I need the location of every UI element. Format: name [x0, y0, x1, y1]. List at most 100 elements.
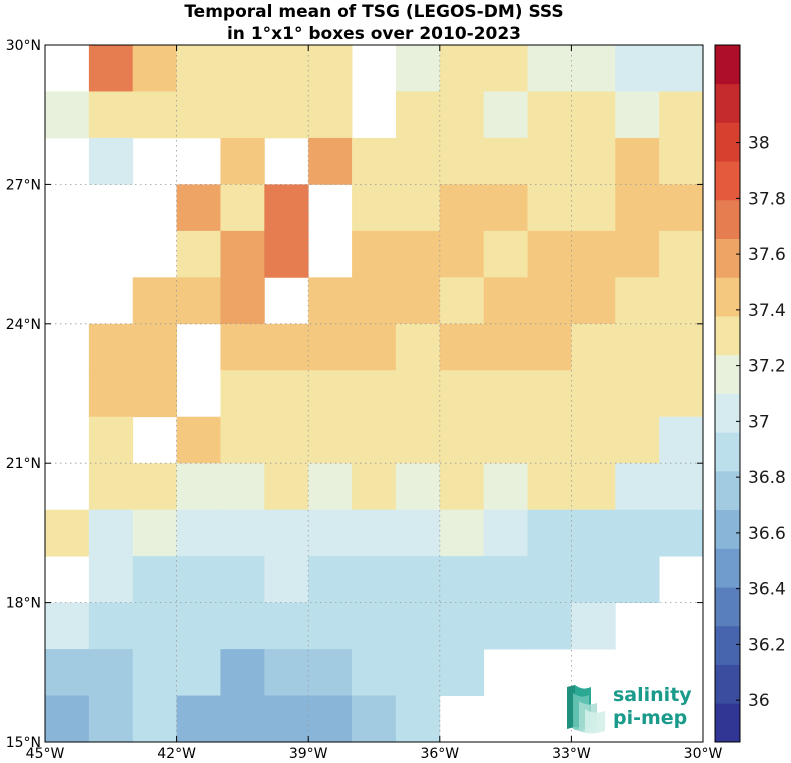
heatmap-cell — [571, 137, 616, 185]
heatmap-cell — [132, 323, 177, 371]
heatmap-cell — [264, 695, 309, 743]
heatmap-cell — [88, 45, 134, 92]
heatmap-cell — [571, 463, 616, 511]
heatmap-cell — [395, 277, 441, 325]
heatmap-cell — [308, 602, 353, 650]
heatmap-cell — [132, 695, 177, 743]
wave-logo-icon — [567, 685, 605, 734]
heatmap-cell — [352, 463, 397, 511]
heatmap-cell — [132, 509, 177, 557]
heatmap-cell — [659, 416, 704, 464]
heatmap-cell — [571, 277, 616, 325]
heatmap-cell — [88, 649, 134, 696]
x-axis-tick-labels: 45°W 42°W 39°W 36°W 33°W 30°W — [26, 746, 723, 762]
heatmap-cell — [45, 91, 90, 139]
heatmap-cell — [308, 695, 353, 743]
y-tick-label: 18°N — [6, 596, 41, 612]
heatmap-cell — [439, 370, 485, 418]
heatmap-cell — [264, 649, 309, 696]
heatmap-cell — [352, 137, 397, 185]
heatmap-cell — [659, 277, 704, 325]
heatmap-cell — [308, 277, 353, 325]
heatmap-cell — [395, 230, 441, 278]
heatmap-cell — [659, 323, 704, 371]
heatmap-cell — [176, 184, 221, 232]
heatmap-cell — [527, 416, 572, 464]
heatmap-cell — [352, 370, 397, 418]
heatmap-cell — [308, 323, 353, 371]
heatmap-cell — [615, 323, 660, 371]
heatmap-cell — [395, 463, 441, 511]
heatmap-cell — [659, 184, 704, 232]
heatmap-cell — [659, 509, 704, 557]
heatmap-cell — [88, 137, 134, 185]
colorbar-tick-label: 36.2 — [748, 635, 786, 655]
colorbar-tick-label: 37 — [748, 412, 770, 432]
heatmap-cell — [220, 602, 265, 650]
heatmap-cell — [483, 184, 528, 232]
colorbar-bin — [715, 161, 740, 201]
heatmap-cell — [659, 91, 704, 139]
heatmap-cell — [352, 277, 397, 325]
colorbar-bin — [715, 625, 740, 665]
heatmap-cell — [439, 649, 485, 696]
heatmap-cell — [483, 370, 528, 418]
heatmap-cell — [264, 91, 309, 139]
heatmap-cell — [527, 509, 572, 557]
heatmap-cell — [220, 463, 265, 511]
heatmap-cell — [220, 556, 265, 603]
heatmap-cell — [571, 230, 616, 278]
heatmap-cell — [88, 509, 134, 557]
colorbar-bin — [715, 199, 740, 240]
heatmap-cell — [352, 230, 397, 278]
heatmap-cell — [308, 91, 353, 139]
heatmap-cell — [132, 602, 177, 650]
colorbar-tick-label: 37.4 — [748, 301, 786, 321]
heatmap-cell — [527, 556, 572, 603]
heatmap-cell — [176, 463, 221, 511]
heatmap-cell — [659, 45, 704, 92]
heatmap-cell — [527, 230, 572, 278]
heatmap-cell — [176, 556, 221, 603]
heatmap-cell — [615, 416, 660, 464]
heatmap-cell — [220, 370, 265, 418]
heatmap-cell — [176, 230, 221, 278]
x-tick-label: 30°W — [684, 746, 723, 762]
heatmap-cell — [571, 370, 616, 418]
heatmap-cell — [615, 277, 660, 325]
heatmap-cell — [395, 323, 441, 371]
heatmap-cell — [220, 91, 265, 139]
colorbar-tick-label: 36.4 — [748, 580, 786, 600]
colorbar-bin — [715, 277, 740, 317]
heatmap-cell — [264, 463, 309, 511]
heatmap-cell — [439, 323, 485, 371]
heatmap-cell — [45, 602, 90, 650]
colorbar-bin — [715, 316, 740, 356]
heatmap-cell — [615, 230, 660, 278]
colorbar-bin — [715, 703, 740, 743]
colorbar-bin — [715, 470, 740, 511]
heatmap-cell — [88, 323, 134, 371]
heatmap-cell — [527, 323, 572, 371]
heatmap-cell — [88, 556, 134, 603]
heatmap-cell — [264, 556, 309, 603]
heatmap-cell — [659, 230, 704, 278]
heatmap-cell — [264, 184, 309, 232]
colorbar-bin — [715, 509, 740, 549]
heatmap-cell — [88, 695, 134, 743]
y-tick-label: 30°N — [6, 38, 41, 54]
heatmap-cell — [615, 91, 660, 139]
heatmap-cell — [439, 602, 485, 650]
heatmap-cell — [571, 45, 616, 92]
heatmap-cell — [659, 137, 704, 185]
heatmap-cell — [395, 370, 441, 418]
heatmap-cell — [352, 184, 397, 232]
heatmap-cells — [45, 45, 704, 743]
colorbar-bin — [715, 45, 740, 85]
heatmap-cell — [395, 695, 441, 743]
heatmap-cell — [439, 184, 485, 232]
heatmap-cell — [264, 230, 309, 278]
colorbar-tick-label: 38 — [748, 134, 770, 154]
heatmap-cell — [132, 649, 177, 696]
